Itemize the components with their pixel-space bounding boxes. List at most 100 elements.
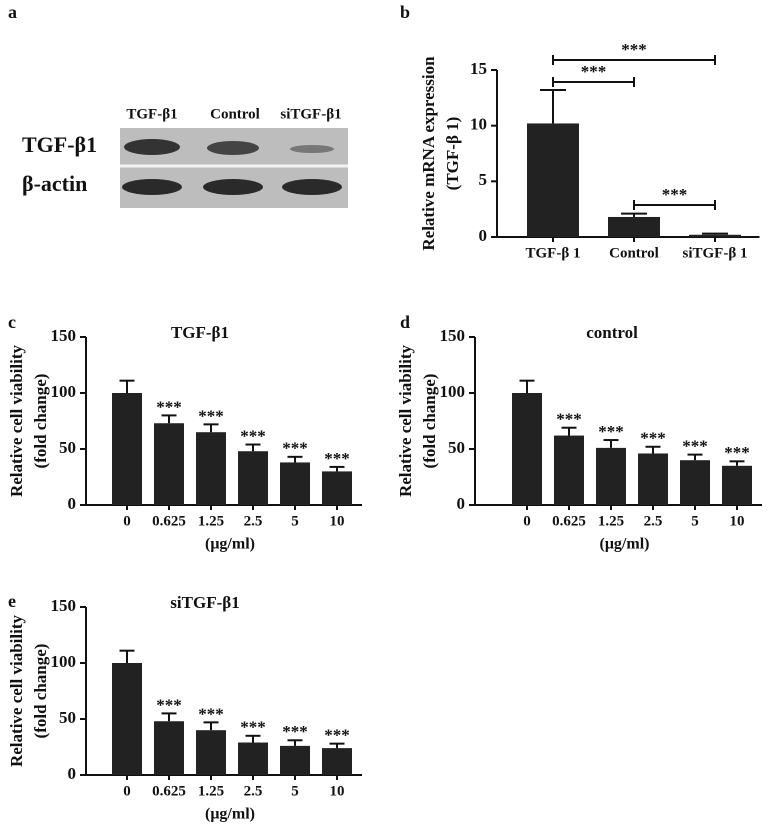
x-tick-label: 1.25 <box>598 513 624 529</box>
bar <box>722 465 752 505</box>
x-tick-label: siTGF-β 1 <box>683 245 748 261</box>
blot-band <box>124 139 180 155</box>
bar <box>238 451 268 505</box>
bar <box>527 123 579 237</box>
y-axis-label: Relative cell viability <box>396 344 415 497</box>
significance-label: *** <box>282 439 308 458</box>
x-tick-label: 5 <box>291 783 299 799</box>
significance-label: *** <box>324 726 350 745</box>
x-axis-label: (μg/ml) <box>600 536 650 553</box>
x-tick-label: 10 <box>330 513 345 529</box>
bar <box>154 423 184 505</box>
bar <box>322 748 352 775</box>
x-axis-label: (μg/ml) <box>205 536 255 553</box>
bar <box>554 435 584 505</box>
lane-label: siTGF-β1 <box>280 106 341 122</box>
bar <box>596 447 626 505</box>
blot-band <box>282 179 342 195</box>
bar <box>680 460 710 505</box>
x-tick-label: 2.5 <box>244 513 263 529</box>
significance-label: *** <box>240 426 266 445</box>
x-tick-label: 0 <box>123 513 131 529</box>
x-tick-label: Control <box>609 245 659 261</box>
y-axis-label: Relative cell viability <box>7 344 26 497</box>
y-tick-label: 0 <box>479 226 488 245</box>
x-tick-label: TGF-β 1 <box>526 245 581 261</box>
panel-letter: e <box>8 591 16 611</box>
bar <box>280 462 310 505</box>
y-tick-label: 15 <box>470 59 487 78</box>
significance-label: *** <box>556 410 582 429</box>
significance-label: *** <box>682 437 708 456</box>
x-tick-label: 2.5 <box>244 783 263 799</box>
x-tick-label: 10 <box>330 783 345 799</box>
x-tick-label: 2.5 <box>644 513 663 529</box>
significance-label: *** <box>724 443 750 462</box>
significance-label: *** <box>324 449 350 468</box>
bar <box>280 745 310 775</box>
y-axis-label: (fold change) <box>31 374 50 469</box>
y-axis-label: (fold change) <box>420 374 439 469</box>
blot-band <box>290 145 334 153</box>
y-axis-label: Relative cell viability <box>7 614 26 767</box>
y-tick-label: 150 <box>440 326 466 345</box>
y-tick-label: 50 <box>59 708 76 727</box>
y-tick-label: 50 <box>448 438 465 457</box>
lane-label: Control <box>210 106 260 122</box>
row-label: β-actin <box>22 171 87 196</box>
y-tick-label: 10 <box>470 115 487 134</box>
significance-label: *** <box>640 429 666 448</box>
bar <box>512 393 542 505</box>
significance-label: *** <box>598 422 624 441</box>
y-tick-label: 0 <box>457 494 466 513</box>
bar <box>112 663 142 775</box>
y-tick-label: 150 <box>51 326 77 345</box>
bar <box>638 453 668 505</box>
x-tick-label: 0.625 <box>152 783 186 799</box>
x-tick-label: 1.25 <box>198 783 224 799</box>
bracket-label: *** <box>662 185 688 204</box>
bar <box>322 471 352 505</box>
row-label: TGF-β1 <box>22 132 97 157</box>
x-tick-label: 0 <box>523 513 531 529</box>
x-tick-label: 1.25 <box>198 513 224 529</box>
bar <box>154 721 184 775</box>
blot-band <box>122 179 182 195</box>
bracket-label: *** <box>581 62 607 81</box>
chart-title: control <box>586 323 638 342</box>
y-tick-label: 0 <box>68 764 77 783</box>
y-tick-label: 100 <box>51 382 77 401</box>
x-axis-label: (μg/ml) <box>205 806 255 823</box>
blot-band <box>203 179 263 195</box>
significance-label: *** <box>240 718 266 737</box>
bar <box>608 216 660 237</box>
y-axis-label: (TGF-β 1) <box>443 117 462 191</box>
bracket-label: *** <box>621 40 647 59</box>
x-tick-label: 0.625 <box>152 513 186 529</box>
chart-title: TGF-β1 <box>171 323 229 342</box>
y-axis-label: Relative mRNA expression <box>419 56 438 251</box>
panel-letter: b <box>400 2 410 22</box>
x-tick-label: 0.625 <box>552 513 586 529</box>
bar <box>196 730 226 775</box>
significance-label: *** <box>198 406 224 425</box>
significance-label: *** <box>198 704 224 723</box>
bar <box>196 432 226 505</box>
blot-band <box>207 141 259 155</box>
significance-label: *** <box>156 695 182 714</box>
y-tick-label: 50 <box>59 438 76 457</box>
lane-label: TGF-β1 <box>126 106 177 122</box>
y-tick-label: 100 <box>440 382 466 401</box>
x-tick-label: 10 <box>730 513 745 529</box>
chart-title: siTGF-β1 <box>170 593 239 612</box>
significance-label: *** <box>282 722 308 741</box>
panel-letter: a <box>8 2 17 22</box>
panel-letter: d <box>400 312 410 332</box>
y-axis-label: (fold change) <box>31 644 50 739</box>
x-tick-label: 5 <box>291 513 299 529</box>
x-tick-label: 5 <box>691 513 699 529</box>
bar <box>238 742 268 775</box>
y-tick-label: 5 <box>479 170 488 189</box>
bar <box>689 234 741 237</box>
